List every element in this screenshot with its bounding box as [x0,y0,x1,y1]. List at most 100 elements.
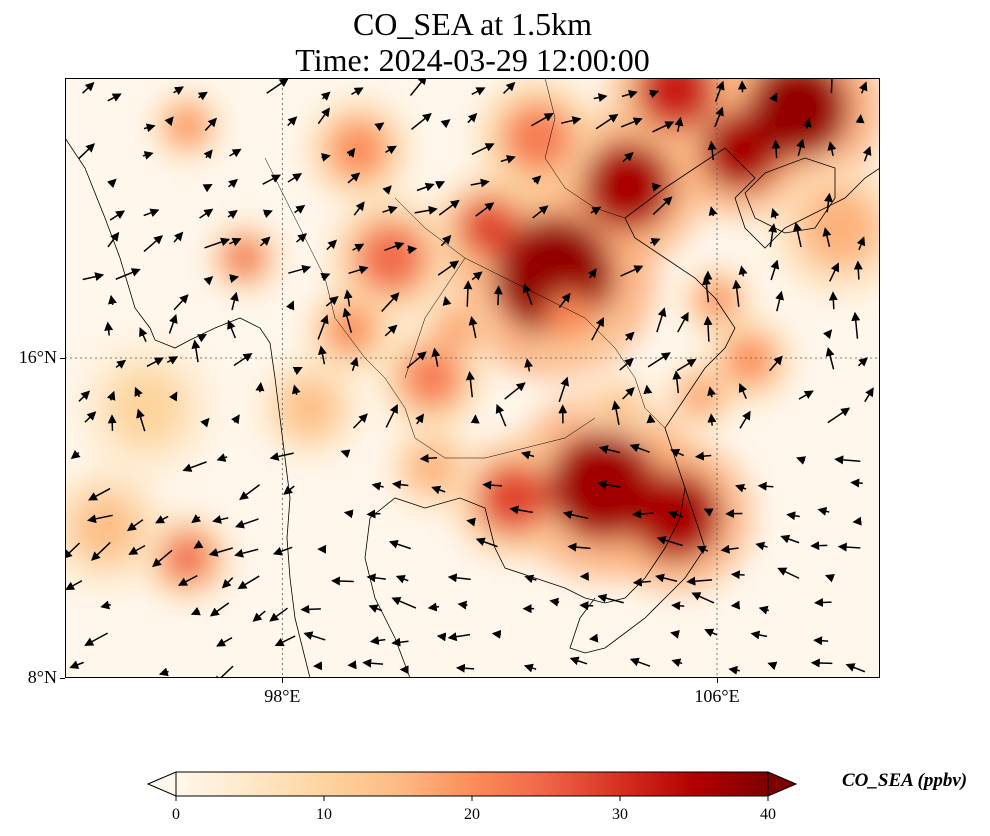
colorbar-gradient [175,771,769,797]
wind-arrow [738,265,748,277]
wind-arrow [769,355,783,372]
co-field-cell [162,533,213,583]
wind-arrow [84,632,108,646]
wind-arrow [834,455,861,465]
wind-arrow [522,283,533,306]
wind-arrow [158,667,169,677]
wind-arrow [208,547,233,557]
lat-tick-label: 16°N [18,347,57,367]
wind-arrow [374,122,385,132]
wind-arrow [164,116,174,127]
wind-arrow [730,600,741,610]
colorbar-extend-min [146,771,177,797]
wind-arrow [87,514,113,524]
wind-arrow [558,292,571,308]
wind-arrow [70,449,81,460]
wind-arrow [755,541,768,551]
wind-arrow [143,123,156,133]
wind-arrow [288,264,312,274]
wind-arrow [65,580,83,591]
wind-arrow [629,443,650,453]
coastline-hainan [744,157,836,234]
wind-arrow [204,117,218,131]
wind-arrow [649,89,660,99]
wind-arrow [624,331,635,342]
wind-arrow [524,574,537,584]
wind-arrow [228,178,238,189]
wind-arrow [320,91,331,101]
wind-arrow [191,514,202,524]
wind-arrow [629,657,651,667]
wind-arrow [598,445,621,454]
co-field-cell [106,368,187,448]
wind-arrow [193,540,204,549]
wind-arrow [173,294,189,311]
wind-arrow [126,519,144,532]
wind-arrow [670,449,685,458]
wind-arrow [677,311,689,333]
co-field-cell [436,310,477,350]
wind-arrow [531,113,554,127]
wind-arrow [587,268,597,279]
wind-arrow [457,600,468,610]
wind-arrow [714,106,724,128]
wind-arrow [202,183,213,193]
wind-arrow [590,206,602,216]
co-field-cell [458,198,519,258]
wind-arrow [269,607,288,622]
wind-arrow [286,300,295,311]
wind-arrow [704,628,718,637]
wind-arrow [434,181,446,190]
wind-arrow [266,78,289,94]
wind-arrow [857,357,869,367]
coastline-myanmar [65,137,311,678]
wind-arrow [415,413,425,425]
wind-arrow [855,114,865,124]
wind-arrow [78,143,95,160]
wind-arrow [212,515,229,524]
wind-arrow [391,597,417,609]
wind-arrow [391,480,409,490]
wind-arrow [750,630,768,640]
wind-arrow [173,231,184,243]
wind-arrow [177,574,198,586]
lon-tick-label: 98°E [264,686,301,706]
co-field-cell [224,238,265,278]
colorbar-tick-label: 30 [612,806,628,823]
wind-arrow [793,221,802,248]
wind-arrow [827,407,851,424]
wind-arrow [152,549,173,568]
wind-arrow [91,541,111,561]
wind-arrow [342,307,353,333]
wind-arrow [381,292,400,312]
wind-arrow [475,537,498,548]
wind-arrow [655,573,678,583]
co-field-cell [724,335,775,385]
wind-arrow [825,347,835,370]
wind-arrow [100,600,111,610]
wind-arrow [674,116,684,132]
wind-arrow [388,539,411,550]
wind-arrow [440,234,452,247]
wind-arrow [352,243,365,252]
wind-arrow [696,545,709,554]
wind-arrow [822,227,832,248]
wind-arrow [262,174,282,185]
wind-arrow [291,384,301,396]
wind-arrow [252,610,266,622]
wind-arrow [671,601,685,611]
wind-arrow [197,91,208,101]
wind-arrow [274,635,296,647]
wind-arrow [213,665,234,678]
lat-tick-mark [60,357,65,359]
wind-arrow [351,87,364,96]
coastline-gulf-of-thailand [364,217,736,678]
wind-arrow [850,478,863,488]
wind-arrow [385,145,397,155]
co-field-cell [167,106,208,146]
wind-arrow [466,517,476,527]
wind-arrow [349,356,359,372]
wind-arrow [407,245,418,255]
wind-vectors [65,78,874,678]
wind-arrow [146,357,164,367]
